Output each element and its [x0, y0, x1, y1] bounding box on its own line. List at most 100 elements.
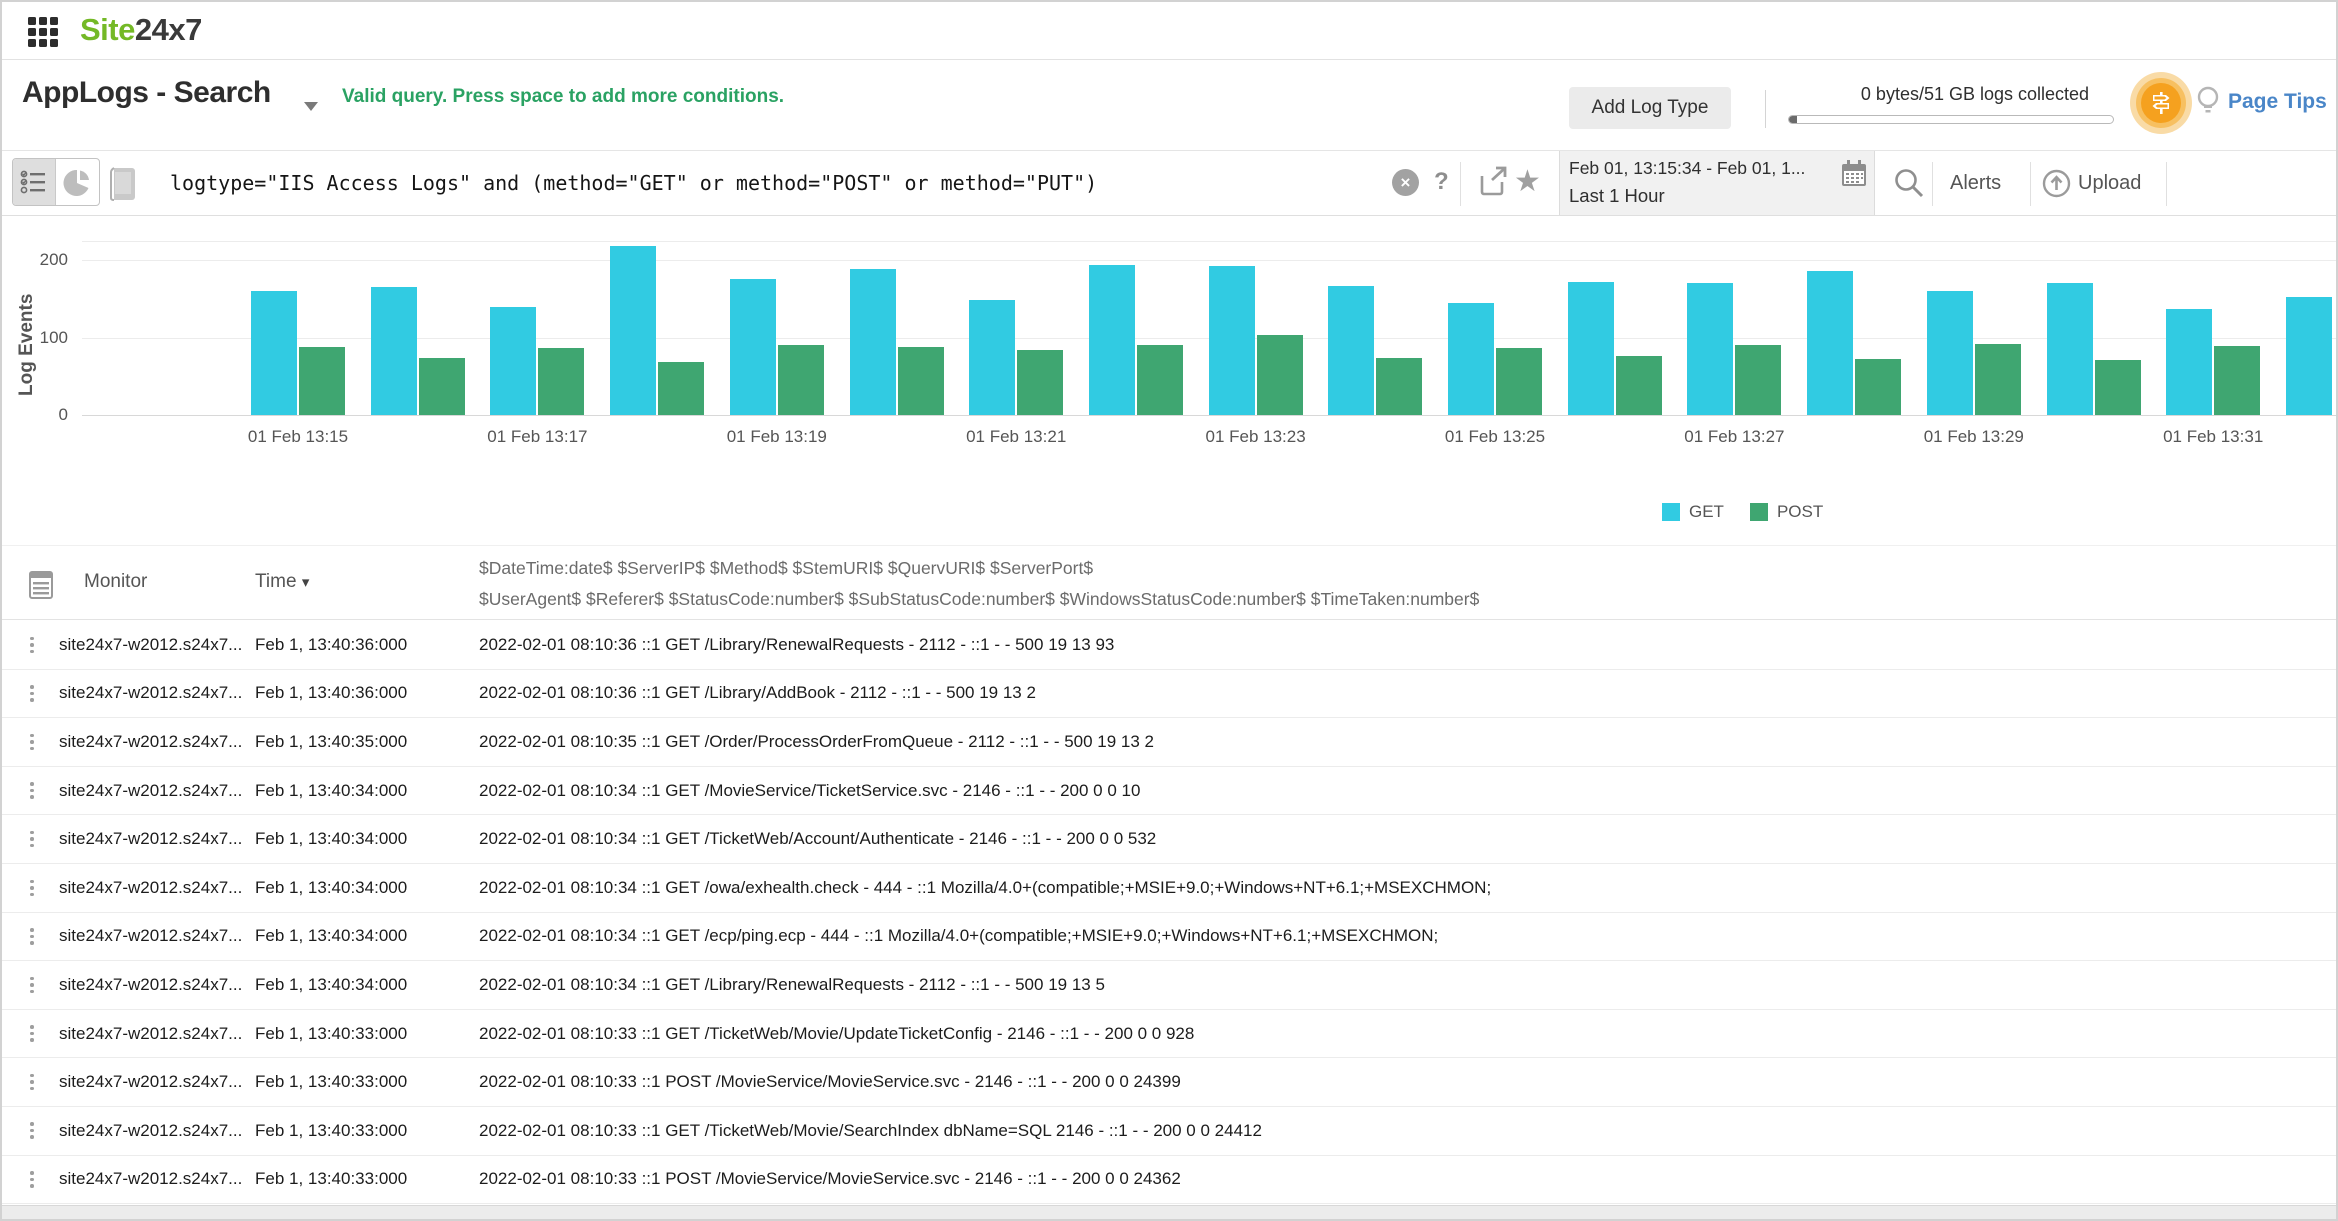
table-row[interactable]: site24x7-w2012.s24x7... Feb 1, 13:40:34:0… [2, 961, 2336, 1010]
get-bar[interactable] [1328, 286, 1375, 415]
upload-button[interactable]: Upload [2078, 172, 2142, 194]
table-row[interactable]: site24x7-w2012.s24x7... Feb 1, 13:40:34:0… [2, 912, 2336, 962]
add-log-type-button[interactable]: Add Log Type [1569, 87, 1731, 129]
get-bar[interactable] [729, 279, 776, 415]
share-icon[interactable] [1478, 166, 1508, 198]
page-title[interactable]: AppLogs - Search [22, 76, 271, 109]
get-bar[interactable] [251, 291, 297, 415]
table-row[interactable]: site24x7-w2012.s24x7... Feb 1, 13:40:33:0… [2, 1155, 2336, 1205]
row-menu-icon[interactable] [22, 815, 42, 863]
divider [2030, 162, 2031, 206]
list-view-toggle[interactable] [13, 159, 57, 205]
message-cell: 2022-02-01 08:10:33 ::1 GET /TicketWeb/M… [479, 1023, 1195, 1043]
post-bar[interactable] [777, 345, 824, 415]
post-bar[interactable] [2094, 359, 2141, 415]
time-range-picker[interactable]: Feb 01, 13:15:34 - Feb 01, 1... Last 1 H… [1559, 151, 1875, 215]
search-icon[interactable] [1892, 166, 1926, 200]
monitor-cell: site24x7-w2012.s24x7... [59, 1023, 243, 1043]
table-header: Monitor Time ▾ $DateTime:date$ $ServerIP… [2, 545, 2336, 620]
table-row[interactable]: site24x7-w2012.s24x7... Feb 1, 13:40:33:0… [2, 1106, 2336, 1156]
row-menu-icon[interactable] [22, 1058, 42, 1106]
clear-query-icon[interactable]: × [1392, 169, 1419, 196]
legend-item-get[interactable]: GET [1662, 502, 1724, 522]
table-row[interactable]: site24x7-w2012.s24x7... Feb 1, 13:40:35:0… [2, 718, 2336, 767]
post-bar[interactable] [538, 347, 585, 415]
time-cell: Feb 1, 13:40:34:000 [255, 780, 408, 800]
time-range-value: Feb 01, 13:15:34 - Feb 01, 1... [1569, 158, 1806, 178]
get-bar[interactable] [1926, 291, 1973, 415]
row-menu-icon[interactable] [22, 864, 42, 912]
get-bar[interactable] [2166, 308, 2213, 415]
apps-grid-icon[interactable] [28, 17, 60, 47]
post-bar[interactable] [1256, 335, 1303, 415]
table-row[interactable]: site24x7-w2012.s24x7... Feb 1, 13:40:34:0… [2, 766, 2336, 816]
legend-swatch-get [1662, 503, 1680, 521]
post-bar[interactable] [658, 362, 705, 415]
get-bar[interactable] [849, 269, 896, 415]
row-menu-icon[interactable] [22, 621, 42, 669]
table-row[interactable]: site24x7-w2012.s24x7... Feb 1, 13:40:33:0… [2, 1058, 2336, 1107]
monitor-cell: site24x7-w2012.s24x7... [59, 829, 243, 849]
get-bar[interactable] [1088, 265, 1135, 415]
row-menu-icon[interactable] [22, 1156, 42, 1204]
row-menu-icon[interactable] [22, 1107, 42, 1155]
row-menu-icon[interactable] [22, 1010, 42, 1058]
table-row[interactable]: site24x7-w2012.s24x7... Feb 1, 13:40:36:0… [2, 669, 2336, 719]
message-cell: 2022-02-01 08:10:33 ::1 GET /TicketWeb/M… [479, 1120, 1262, 1140]
divider [2166, 162, 2167, 206]
table-row[interactable]: site24x7-w2012.s24x7... Feb 1, 13:40:33:0… [2, 1009, 2336, 1059]
post-bar[interactable] [1735, 345, 1782, 415]
time-cell: Feb 1, 13:40:36:000 [255, 683, 408, 703]
column-header-time[interactable]: Time ▾ [255, 571, 310, 592]
get-bar[interactable] [490, 306, 537, 415]
saved-queries-book-icon[interactable] [106, 164, 140, 204]
alerts-button[interactable]: Alerts [1950, 172, 2002, 194]
post-bar[interactable] [1615, 356, 1662, 415]
title-dropdown-caret-icon[interactable] [304, 102, 318, 111]
post-bar[interactable] [1376, 358, 1423, 415]
pie-view-toggle[interactable] [56, 159, 99, 205]
signpost-icon[interactable] [2141, 83, 2181, 123]
table-row[interactable]: site24x7-w2012.s24x7... Feb 1, 13:40:34:0… [2, 863, 2336, 913]
table-list-icon[interactable] [28, 570, 54, 600]
favorite-star-icon[interactable]: ★ [1514, 165, 1541, 198]
legend-item-post[interactable]: POST [1749, 502, 1823, 522]
message-cell: 2022-02-01 08:10:34 ::1 GET /MovieServic… [479, 780, 1141, 800]
post-bar[interactable] [2214, 346, 2261, 415]
get-bar[interactable] [610, 246, 657, 415]
post-bar[interactable] [1974, 343, 2021, 415]
row-menu-icon[interactable] [22, 767, 42, 815]
get-bar[interactable] [2285, 297, 2332, 415]
post-bar[interactable] [1855, 359, 1902, 415]
row-menu-icon[interactable] [22, 913, 42, 961]
query-input[interactable]: logtype="IIS Access Logs" and (method="G… [170, 171, 1098, 195]
table-row[interactable]: site24x7-w2012.s24x7... Feb 1, 13:40:34:0… [2, 815, 2336, 864]
get-bar[interactable] [969, 300, 1016, 415]
site24x7-logo[interactable]: Site24x7 [80, 12, 202, 48]
get-bar[interactable] [2046, 283, 2093, 415]
upload-icon[interactable] [2042, 169, 2071, 198]
logo-site: Site [80, 12, 135, 47]
page-tips-link[interactable]: Page Tips [2228, 90, 2327, 113]
post-bar[interactable] [418, 357, 465, 415]
post-bar[interactable] [1017, 349, 1064, 415]
post-bar[interactable] [1496, 347, 1542, 415]
post-bar[interactable] [897, 346, 944, 415]
calendar-icon[interactable] [1840, 159, 1868, 189]
column-header-monitor[interactable]: Monitor [84, 571, 148, 592]
get-bar[interactable] [1448, 302, 1494, 415]
get-bar[interactable] [1567, 281, 1614, 415]
get-bar[interactable] [370, 287, 417, 415]
get-bar[interactable] [1208, 266, 1255, 415]
get-bar[interactable] [1807, 270, 1854, 415]
row-menu-icon[interactable] [22, 718, 42, 766]
post-bar[interactable] [299, 346, 345, 415]
get-bar[interactable] [1687, 283, 1734, 415]
row-menu-icon[interactable] [22, 961, 42, 1009]
post-bar[interactable] [1136, 345, 1183, 415]
query-help-icon[interactable]: ? [1434, 168, 1449, 195]
table-row[interactable]: site24x7-w2012.s24x7... Feb 1, 13:40:36:0… [2, 621, 2336, 670]
row-menu-icon[interactable] [22, 670, 42, 718]
time-preset-value: Last 1 Hour [1569, 185, 1665, 206]
usage-progress-fill [1789, 116, 1797, 123]
